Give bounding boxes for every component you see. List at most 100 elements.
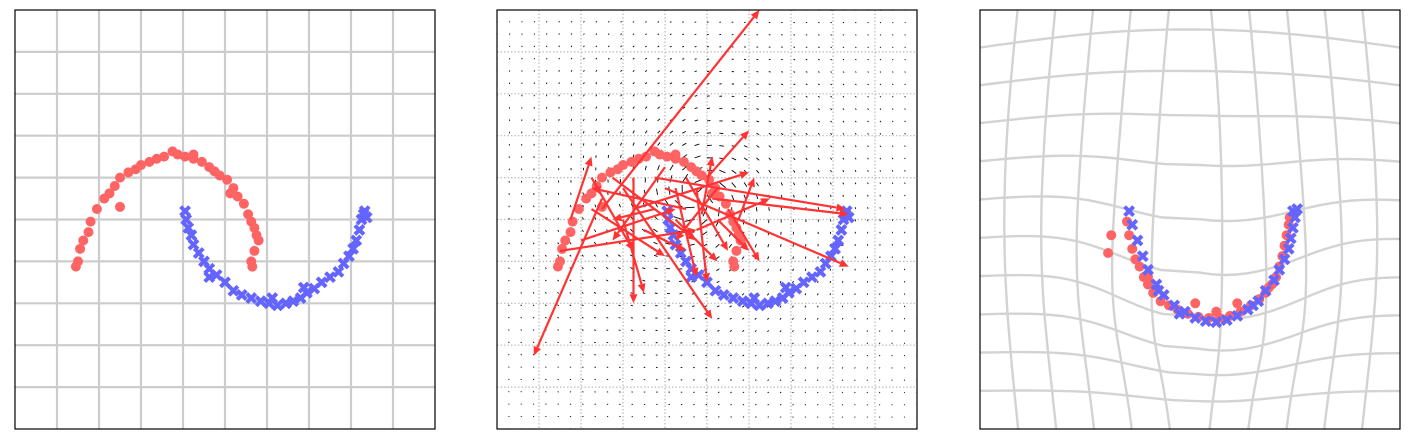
field-vector (793, 157, 796, 161)
field-vector (665, 242, 671, 245)
data-point-x (797, 276, 810, 289)
arrow-head (690, 267, 699, 278)
field-vector (878, 404, 881, 406)
field-vector (742, 354, 745, 357)
field-vector (642, 267, 646, 270)
field-vector (669, 58, 672, 60)
field-vector (694, 155, 701, 159)
field-vector (755, 403, 757, 406)
field-vector (792, 280, 794, 284)
field-vector (605, 254, 609, 257)
field-vector (768, 182, 771, 186)
data-point-x (814, 265, 827, 278)
arrow-shaft (700, 165, 712, 215)
data-point-x (279, 297, 292, 310)
field-vector (669, 106, 673, 109)
data-point-x (332, 265, 345, 278)
field-vector (595, 20, 598, 23)
data-point-x (806, 271, 818, 284)
field-vector (879, 132, 882, 135)
field-vector (533, 70, 536, 72)
field-vector (793, 95, 796, 98)
field-vector (618, 304, 621, 307)
arrow-head (686, 227, 697, 236)
field-vector (866, 354, 868, 357)
field-vector (817, 58, 820, 61)
arrow-shaft (590, 177, 630, 244)
field-vector (716, 280, 720, 284)
field-vector (595, 106, 598, 109)
warped-grid-line-h (980, 69, 1400, 87)
field-vector (508, 304, 510, 307)
field-vector (694, 82, 698, 85)
field-vector (644, 130, 648, 134)
field-vector (804, 342, 807, 345)
field-vector (854, 330, 856, 332)
data-point-circle (159, 151, 170, 162)
field-vector (854, 182, 857, 185)
field-vector (569, 254, 572, 257)
warped-grid-line-v (1208, 10, 1224, 429)
data-point-circle (78, 235, 89, 246)
field-vector (692, 317, 695, 320)
field-vector (557, 316, 560, 319)
field-vector (583, 57, 585, 60)
field-vector (867, 157, 869, 160)
field-vector (569, 279, 572, 282)
field-vector (532, 242, 535, 245)
field-vector (544, 292, 547, 294)
field-vector (620, 94, 623, 97)
field-vector (620, 45, 623, 48)
field-vector (829, 342, 831, 345)
field-vector (804, 379, 807, 382)
field-vector (620, 118, 623, 122)
field-vector (520, 205, 523, 208)
field-vector (841, 317, 844, 320)
arrow-head (655, 247, 665, 257)
field-vector (780, 145, 784, 148)
data-point-circle (1106, 230, 1117, 241)
field-vector (657, 21, 660, 23)
field-vector (780, 83, 784, 86)
field-vector (830, 132, 833, 135)
field-vector (867, 46, 869, 49)
arrow-shaft (695, 187, 708, 274)
field-vector (730, 366, 732, 369)
field-vector (818, 34, 820, 36)
field-vector (570, 94, 573, 97)
panel-right-warped (979, 9, 1401, 430)
field-vector (855, 46, 857, 49)
field-vector (879, 367, 881, 369)
field-vector (793, 83, 796, 86)
field-vector (904, 108, 906, 110)
field-vector (816, 317, 819, 320)
field-vector (582, 217, 584, 220)
field-vector (582, 192, 584, 195)
arrow-shaft (654, 176, 837, 209)
field-vector (682, 130, 687, 134)
field-vector (532, 366, 535, 368)
field-vector (657, 82, 660, 85)
clipped-layer (497, 10, 917, 429)
field-vector (607, 142, 610, 146)
field-vector (508, 230, 510, 233)
data-point-circle (85, 216, 96, 227)
field-vector (581, 354, 584, 356)
field-vector (805, 132, 808, 136)
field-vector (741, 293, 745, 296)
arrow-shaft (600, 188, 687, 211)
field-vector (593, 266, 597, 270)
field-vector (854, 354, 856, 357)
field-vector (557, 354, 559, 356)
field-vector (891, 120, 894, 123)
field-vector (694, 58, 697, 60)
data-point-x (769, 295, 782, 308)
field-vector (904, 95, 906, 98)
field-vector (817, 120, 820, 123)
field-vector (532, 267, 535, 270)
field-vector (879, 83, 882, 86)
field-vector (673, 216, 683, 220)
field-vector (754, 354, 757, 357)
arrow-head (629, 294, 638, 304)
data-point-circle (1190, 298, 1201, 309)
